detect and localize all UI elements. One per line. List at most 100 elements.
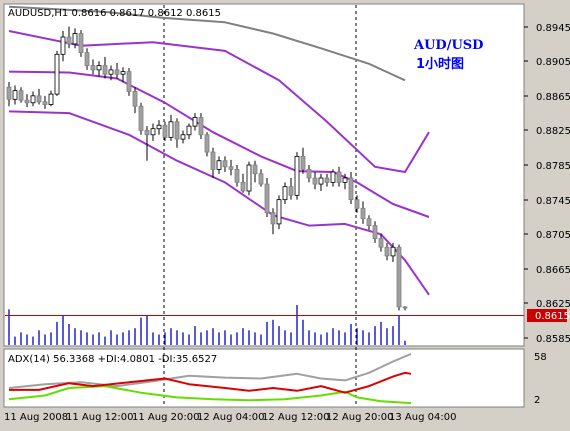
- price-pane[interactable]: [3, 3, 525, 347]
- candle: [12, 85, 18, 105]
- candle-body: [12, 90, 18, 100]
- candle: [384, 242, 390, 261]
- price-tick: 0.8745: [536, 196, 570, 207]
- adx-axis-top: 58: [534, 352, 547, 363]
- candle-body: [318, 177, 324, 185]
- candle: [90, 59, 96, 75]
- candle-body: [36, 95, 42, 103]
- price-tick: 0.8865: [536, 92, 570, 103]
- candle-body: [6, 86, 12, 100]
- candle-body: [312, 177, 318, 185]
- candle-body: [222, 160, 228, 168]
- candle-body: [348, 177, 354, 201]
- candle: [228, 159, 234, 176]
- candle: [402, 306, 408, 311]
- candle-body: [198, 117, 204, 136]
- chart-header: AUDUSD,H1 0.8616 0.8617 0.8612 0.8615: [8, 8, 221, 19]
- candle-body: [24, 99, 30, 104]
- candle: [288, 178, 294, 200]
- price-tick: 0.8785: [536, 161, 570, 172]
- candle: [270, 208, 276, 235]
- candle-body: [294, 155, 300, 196]
- candle-body: [126, 71, 132, 92]
- candle: [108, 65, 114, 81]
- candle-body: [138, 105, 144, 131]
- candle: [324, 173, 330, 187]
- candle-body: [174, 121, 180, 140]
- candle: [18, 87, 24, 103]
- adx-axis-bottom: 2: [534, 395, 540, 406]
- candle-body: [108, 69, 114, 75]
- time-tick: 13 Aug 04:00: [389, 412, 456, 423]
- candle-body: [330, 171, 336, 183]
- current-price-badge: [527, 309, 567, 322]
- candle-body: [48, 93, 54, 105]
- price-tick: 0.8825: [536, 126, 570, 137]
- bollinger-middle-line: [8, 70, 430, 218]
- candle-body: [240, 181, 246, 192]
- candle: [84, 48, 90, 70]
- candle-body: [384, 246, 390, 257]
- candle: [6, 81, 12, 107]
- candle-body: [300, 155, 306, 170]
- candle-body: [162, 124, 168, 138]
- candle: [78, 30, 84, 57]
- time-tick: 11 Aug 12:00: [66, 412, 133, 423]
- candle: [264, 178, 270, 217]
- candle-body: [30, 95, 36, 104]
- price-tick: 0.8625: [536, 299, 570, 310]
- candle: [150, 123, 156, 141]
- candle: [246, 161, 252, 196]
- time-tick: 12 Aug 12:00: [262, 412, 329, 423]
- candle-body: [336, 171, 342, 183]
- candle: [54, 50, 60, 96]
- candle: [294, 152, 300, 200]
- candle: [168, 114, 174, 141]
- minus-di-line: [9, 371, 412, 394]
- price-tick: 0.8945: [536, 23, 570, 34]
- candle-body: [132, 91, 138, 107]
- candle: [126, 68, 132, 96]
- candle: [234, 165, 240, 187]
- candle: [378, 234, 384, 252]
- candle: [156, 120, 162, 135]
- candle: [174, 118, 180, 148]
- volume-bars: [8, 305, 406, 345]
- time-tick: 12 Aug 04:00: [197, 412, 264, 423]
- candle-body: [246, 164, 252, 192]
- candle: [36, 88, 42, 105]
- time-tick: 11 Aug 2008: [4, 412, 68, 423]
- candle: [96, 61, 102, 77]
- candle-body: [150, 128, 156, 136]
- candle-body: [360, 207, 366, 220]
- candle-body: [270, 212, 276, 225]
- candle-body: [156, 124, 162, 130]
- price-axis: 0.8945 0.8905 0.8865 0.8825 0.8785 0.874…: [536, 23, 570, 345]
- candle-body: [396, 246, 402, 308]
- candle: [72, 28, 78, 49]
- candle: [60, 30, 66, 62]
- candle-body: [102, 65, 108, 75]
- candle: [186, 123, 192, 140]
- candle-body: [234, 168, 240, 183]
- candle-body: [252, 164, 258, 175]
- annotation-timeframe: 1小时图: [416, 56, 464, 72]
- candle: [360, 201, 366, 224]
- candlesticks: [6, 26, 408, 311]
- price-tick: 0.8705: [536, 230, 570, 241]
- candle-body: [282, 186, 288, 201]
- price-tick: 0.8585: [536, 334, 570, 345]
- indicator-header: ADX(14) 56.3368 +DI:4.0801 -DI:35.6527: [8, 354, 217, 365]
- candle: [306, 165, 312, 183]
- candle: [240, 173, 246, 193]
- candle-body: [186, 125, 192, 136]
- candle-body: [366, 218, 372, 227]
- candle-body: [120, 71, 126, 75]
- candle-body: [216, 160, 222, 170]
- candle: [30, 91, 36, 107]
- annotation-symbol: AUD/USD: [413, 38, 483, 53]
- candle: [276, 195, 282, 230]
- candle: [204, 132, 210, 157]
